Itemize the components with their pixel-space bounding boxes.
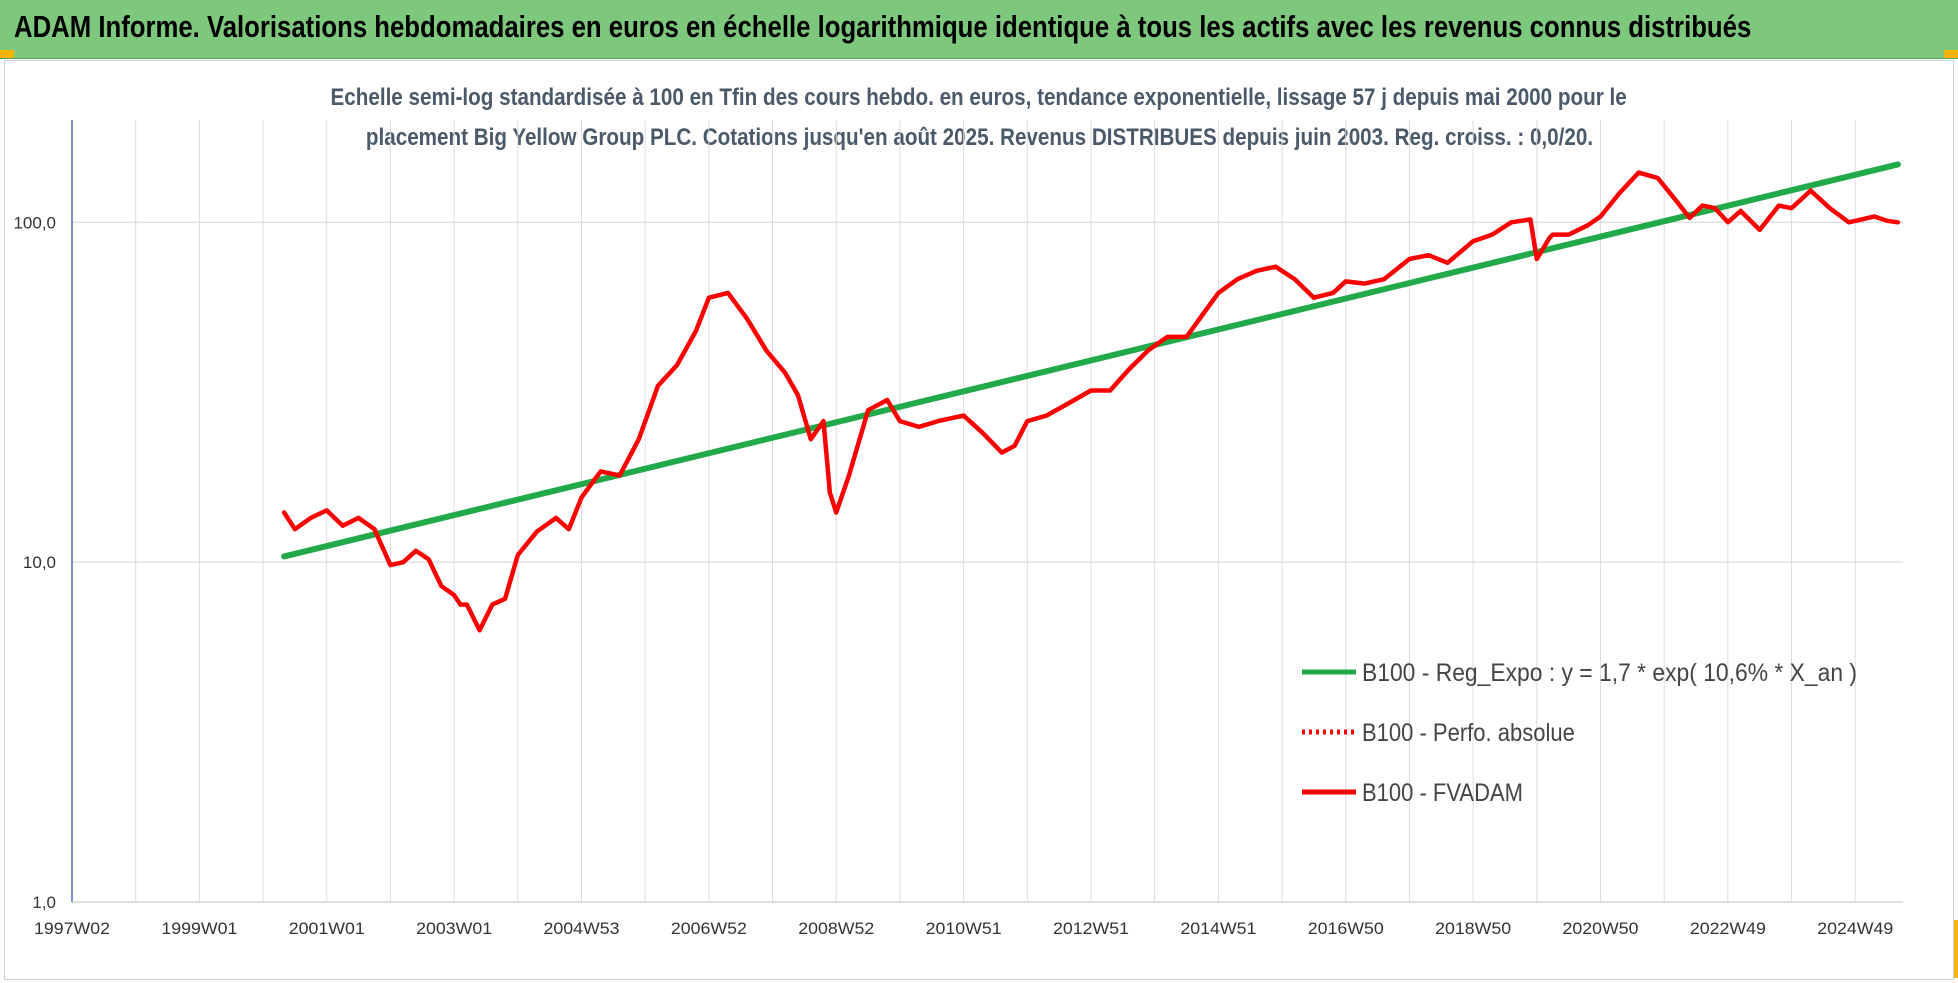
x-tick-label: 2003W01 xyxy=(416,919,492,938)
legend-label: B100 - FVADAM xyxy=(1362,779,1523,807)
x-tick-label: 2016W50 xyxy=(1308,919,1384,938)
trend-line xyxy=(281,161,1901,560)
x-tick-label: 2008W52 xyxy=(798,919,874,938)
x-tick-label: 2006W52 xyxy=(671,919,747,938)
y-tick-label: 10,0 xyxy=(23,553,56,572)
series-line xyxy=(281,170,1901,633)
report-title: ADAM Informe. Valorisations hebdomadaire… xyxy=(14,9,1752,44)
x-tick-label: 1999W01 xyxy=(161,919,237,938)
x-tick-label: 2012W51 xyxy=(1053,919,1129,938)
chart-frame xyxy=(4,60,1954,980)
y-tick-label: 1,0 xyxy=(32,893,56,912)
corner-marker xyxy=(0,50,14,58)
x-tick-label: 2020W50 xyxy=(1562,919,1638,938)
title-banner: ADAM Informe. Valorisations hebdomadaire… xyxy=(0,0,1958,59)
chart-subtitle-line-2: placement Big Yellow Group PLC. Cotation… xyxy=(365,124,1593,151)
x-tick-label: 2001W01 xyxy=(289,919,365,938)
x-tick-label: 2014W51 xyxy=(1180,919,1256,938)
x-tick-label: 1997W02 xyxy=(34,919,110,938)
x-tick-label: 2010W51 xyxy=(926,919,1002,938)
legend-label: B100 - Reg_Expo : y = 1,7 * exp( 10,6% *… xyxy=(1362,659,1857,687)
corner-marker xyxy=(1944,50,1958,58)
x-tick-label: 2022W49 xyxy=(1690,919,1766,938)
corner-marker xyxy=(1952,920,1958,978)
chart-subtitle-line-1: Echelle semi-log standardisée à 100 en T… xyxy=(330,84,1628,111)
legend-label: B100 - Perfo. absolue xyxy=(1362,719,1575,747)
x-tick-label: 2004W53 xyxy=(543,919,619,938)
y-tick-label: 100,0 xyxy=(13,213,56,232)
x-tick-label: 2018W50 xyxy=(1435,919,1511,938)
x-tick-label: 2024W49 xyxy=(1817,919,1893,938)
